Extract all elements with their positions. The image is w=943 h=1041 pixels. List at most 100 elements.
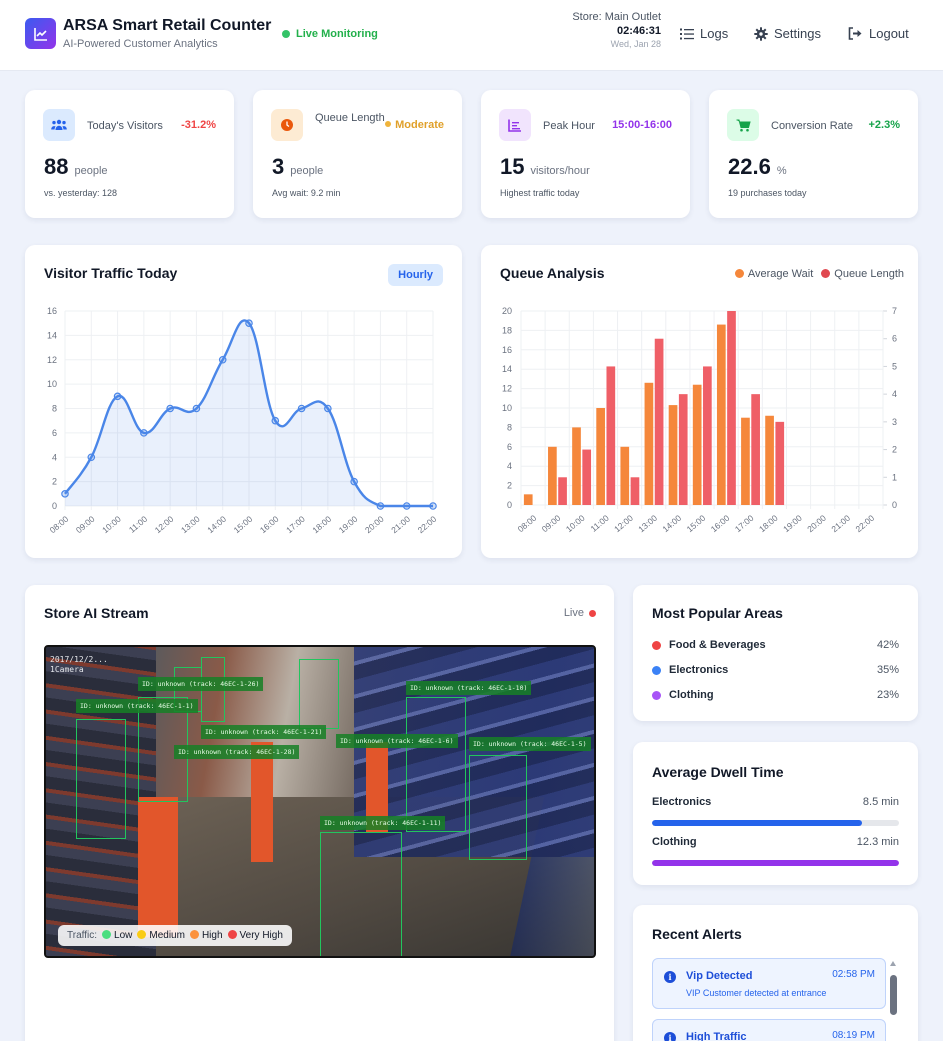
- scroll-thumb[interactable]: [890, 975, 897, 1015]
- svg-text:14: 14: [502, 364, 512, 374]
- nav-logs-button[interactable]: Logs: [680, 26, 728, 41]
- stat-status-badge: Moderate: [385, 119, 444, 131]
- traffic-level-medium: Medium: [137, 930, 185, 941]
- dwell-label: Electronics: [652, 796, 712, 808]
- visitor-traffic-card: Visitor Traffic Today Hourly 0 2 4 6 8 10 12 14…: [25, 245, 462, 558]
- stat-subtext: vs. yesterday: 128: [44, 188, 118, 198]
- card-title: Store AI Stream: [44, 605, 149, 621]
- scroll-up-arrow-icon[interactable]: [890, 961, 896, 966]
- svg-text:21:00: 21:00: [829, 513, 852, 535]
- detection-box: [406, 697, 466, 832]
- gear-icon: [754, 26, 768, 41]
- video-display-stand: [138, 797, 178, 937]
- svg-text:13:00: 13:00: [636, 513, 659, 535]
- alert-time: 02:58 PM: [832, 969, 875, 980]
- chart-legend: Average Wait Queue Length: [734, 268, 904, 280]
- area-dot-icon: [652, 690, 661, 700]
- svg-text:13:00: 13:00: [179, 514, 202, 536]
- svg-text:10: 10: [47, 379, 57, 389]
- stat-number: 3: [272, 154, 285, 179]
- traffic-level-label: Very High: [239, 930, 283, 941]
- legend-item-queue-length[interactable]: Queue Length: [821, 268, 904, 280]
- svg-text:08:00: 08:00: [516, 513, 539, 535]
- svg-text:4: 4: [507, 461, 512, 471]
- video-display-stand: [366, 742, 388, 832]
- svg-text:8: 8: [52, 404, 57, 414]
- hourly-toggle-button[interactable]: Hourly: [388, 264, 443, 286]
- card-title: Average Dwell Time: [652, 764, 784, 780]
- nav-settings-button[interactable]: Settings: [754, 26, 821, 41]
- alerts-scrollbar[interactable]: [889, 961, 898, 1041]
- svg-text:0: 0: [507, 500, 512, 510]
- stat-value: 88 people: [44, 154, 108, 180]
- detection-label: ID: unknown (track: 46EC-1-28): [174, 745, 300, 759]
- clock-icon: [281, 119, 293, 131]
- nav-logout-button[interactable]: Logout: [848, 26, 909, 41]
- card-title: Visitor Traffic Today: [44, 265, 178, 281]
- detection-box: [320, 832, 402, 956]
- area-row-clothing: Clothing 23%: [652, 687, 899, 703]
- stat-card-visitors: Today's Visitors -31.2% 88 people vs. yes…: [25, 90, 234, 218]
- svg-text:0: 0: [892, 500, 897, 510]
- svg-text:7: 7: [892, 306, 897, 316]
- alert-item[interactable]: i Vip Detected 02:58 PM VIP Customer det…: [652, 958, 886, 1009]
- video-display-stand: [251, 742, 273, 862]
- app-subtitle: AI-Powered Customer Analytics: [63, 38, 218, 50]
- list-icon: [680, 28, 694, 39]
- svg-text:15:00: 15:00: [685, 513, 708, 535]
- area-row-electronics: Electronics 35%: [652, 662, 899, 678]
- svg-text:20: 20: [502, 306, 512, 316]
- stat-label: Conversion Rate: [771, 120, 853, 132]
- svg-text:6: 6: [507, 442, 512, 452]
- info-icon: i: [664, 971, 676, 983]
- icon-box: [271, 109, 303, 141]
- svg-text:3: 3: [892, 417, 897, 427]
- svg-text:14: 14: [47, 330, 57, 340]
- detection-label: ID: unknown (track: 46EC-1-21): [201, 725, 327, 739]
- stat-label: Today's Visitors: [87, 120, 163, 132]
- svg-text:12: 12: [502, 384, 512, 394]
- stat-card-queue: Queue Length Moderate 3 people Avg wait: …: [253, 90, 462, 218]
- alert-item[interactable]: i High Traffic 08:19 PM: [652, 1019, 886, 1041]
- svg-text:16: 16: [47, 306, 57, 316]
- nav-logout-label: Logout: [869, 26, 909, 41]
- top-header: ARSA Smart Retail Counter AI-Powered Cus…: [0, 0, 943, 71]
- svg-text:12:00: 12:00: [612, 513, 635, 535]
- popular-areas-card: Most Popular Areas Food & Beverages 42% E…: [633, 585, 918, 721]
- svg-text:0: 0: [52, 501, 57, 511]
- svg-text:09:00: 09:00: [74, 514, 97, 536]
- alert-time: 08:19 PM: [832, 1030, 875, 1041]
- svg-text:18: 18: [502, 325, 512, 335]
- svg-text:4: 4: [892, 389, 897, 399]
- legend-item-average-wait[interactable]: Average Wait: [734, 268, 813, 280]
- stat-subtext: Highest traffic today: [500, 188, 580, 198]
- dwell-row-clothing: Clothing 12.3 min: [652, 836, 899, 848]
- traffic-level-high: High: [189, 930, 223, 941]
- area-percent: 35%: [876, 664, 899, 676]
- svg-text:20:00: 20:00: [805, 513, 828, 535]
- stat-card-conversion: Conversion Rate +2.3% 22.6% 19 purchases…: [709, 90, 918, 218]
- line-chart-icon: [33, 27, 47, 41]
- stat-number: 15: [500, 154, 525, 179]
- alert-title: Vip Detected: [686, 970, 753, 982]
- svg-text:16:00: 16:00: [258, 514, 281, 536]
- legend-swatch-icon: [734, 269, 744, 278]
- stat-value: 3 people: [272, 154, 323, 180]
- card-title: Queue Analysis: [500, 265, 605, 281]
- svg-text:16: 16: [502, 345, 512, 355]
- alert-message: VIP Customer detected at entrance: [686, 988, 827, 998]
- stat-number: 22.6: [728, 154, 771, 179]
- card-title: Most Popular Areas: [652, 605, 783, 621]
- stat-card-peak-hour: Peak Hour 15:00-16:00 15 visitors/hour Hi…: [481, 90, 690, 218]
- svg-text:10: 10: [502, 403, 512, 413]
- info-icon: i: [664, 1032, 676, 1041]
- svg-text:6: 6: [52, 428, 57, 438]
- card-title: Recent Alerts: [652, 926, 742, 942]
- stat-change-badge: -31.2%: [181, 119, 216, 131]
- chart-bars-icon: [508, 119, 521, 132]
- camera-video-feed[interactable]: 2017/12/2... 1Camera ID: unknown (track: …: [44, 645, 596, 958]
- traffic-level-label: High: [201, 930, 223, 941]
- svg-text:10:00: 10:00: [564, 513, 587, 535]
- dwell-label: Clothing: [652, 836, 697, 848]
- live-dot-icon: [589, 609, 596, 617]
